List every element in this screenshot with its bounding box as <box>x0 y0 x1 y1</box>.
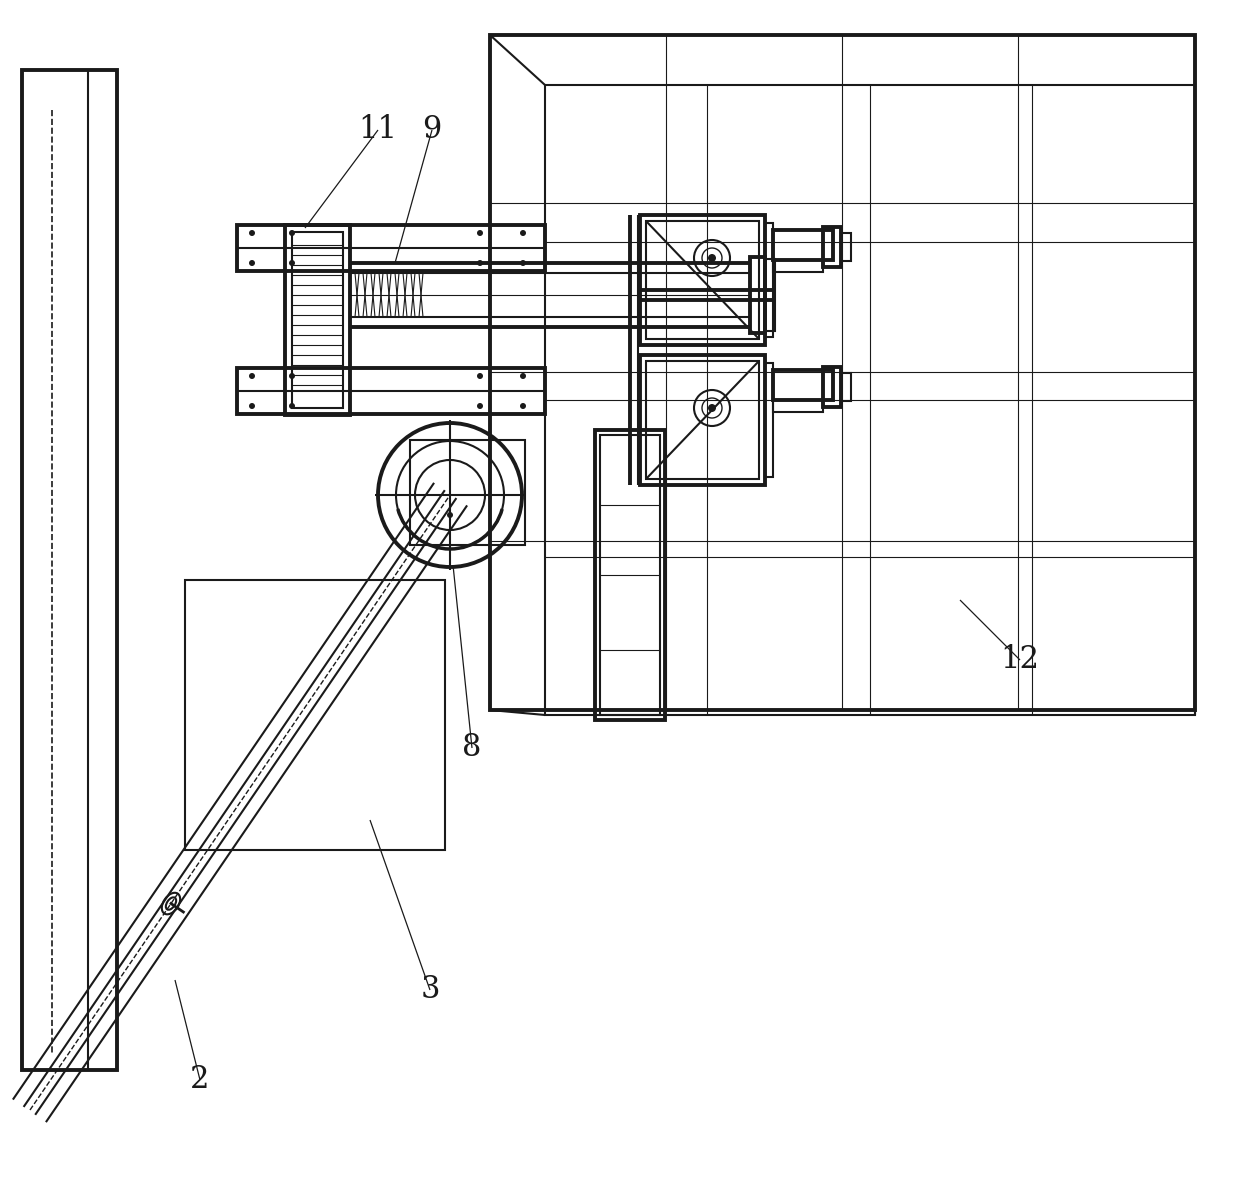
Bar <box>291 232 343 408</box>
Circle shape <box>289 230 295 236</box>
Text: 3: 3 <box>420 974 440 1006</box>
Circle shape <box>708 404 715 412</box>
Bar <box>765 363 773 478</box>
Circle shape <box>249 230 255 236</box>
Circle shape <box>477 260 484 265</box>
Bar <box>841 373 851 401</box>
Circle shape <box>520 373 526 379</box>
Circle shape <box>477 230 484 236</box>
Bar <box>285 225 350 415</box>
Bar <box>773 401 823 412</box>
Bar <box>640 214 765 345</box>
Circle shape <box>520 230 526 236</box>
Bar <box>546 85 1195 715</box>
Bar <box>490 36 1195 710</box>
Bar <box>773 370 833 401</box>
Circle shape <box>520 260 526 265</box>
Circle shape <box>477 403 484 409</box>
Bar <box>841 233 851 261</box>
Bar <box>773 260 823 273</box>
Bar <box>410 440 525 545</box>
Circle shape <box>289 260 295 265</box>
Circle shape <box>477 373 484 379</box>
Text: 9: 9 <box>423 115 441 146</box>
Circle shape <box>249 260 255 265</box>
Bar <box>646 220 759 339</box>
Text: 12: 12 <box>1001 645 1039 675</box>
Bar <box>773 230 833 260</box>
Bar <box>22 70 117 1070</box>
Circle shape <box>249 403 255 409</box>
Bar <box>765 223 773 337</box>
Bar <box>750 257 765 333</box>
Bar <box>600 435 660 715</box>
Circle shape <box>708 254 715 262</box>
Bar <box>237 225 546 271</box>
Circle shape <box>249 373 255 379</box>
Circle shape <box>446 512 453 518</box>
Bar <box>185 579 445 850</box>
Text: 2: 2 <box>190 1064 210 1095</box>
Bar <box>646 361 759 479</box>
Bar <box>823 228 841 267</box>
Text: 8: 8 <box>463 732 481 763</box>
Bar <box>595 430 665 720</box>
Bar <box>640 356 765 485</box>
Text: 11: 11 <box>358 115 398 146</box>
Bar <box>765 260 775 331</box>
Circle shape <box>289 373 295 379</box>
Circle shape <box>520 403 526 409</box>
Bar <box>237 369 546 414</box>
Circle shape <box>289 403 295 409</box>
Bar <box>823 367 841 406</box>
